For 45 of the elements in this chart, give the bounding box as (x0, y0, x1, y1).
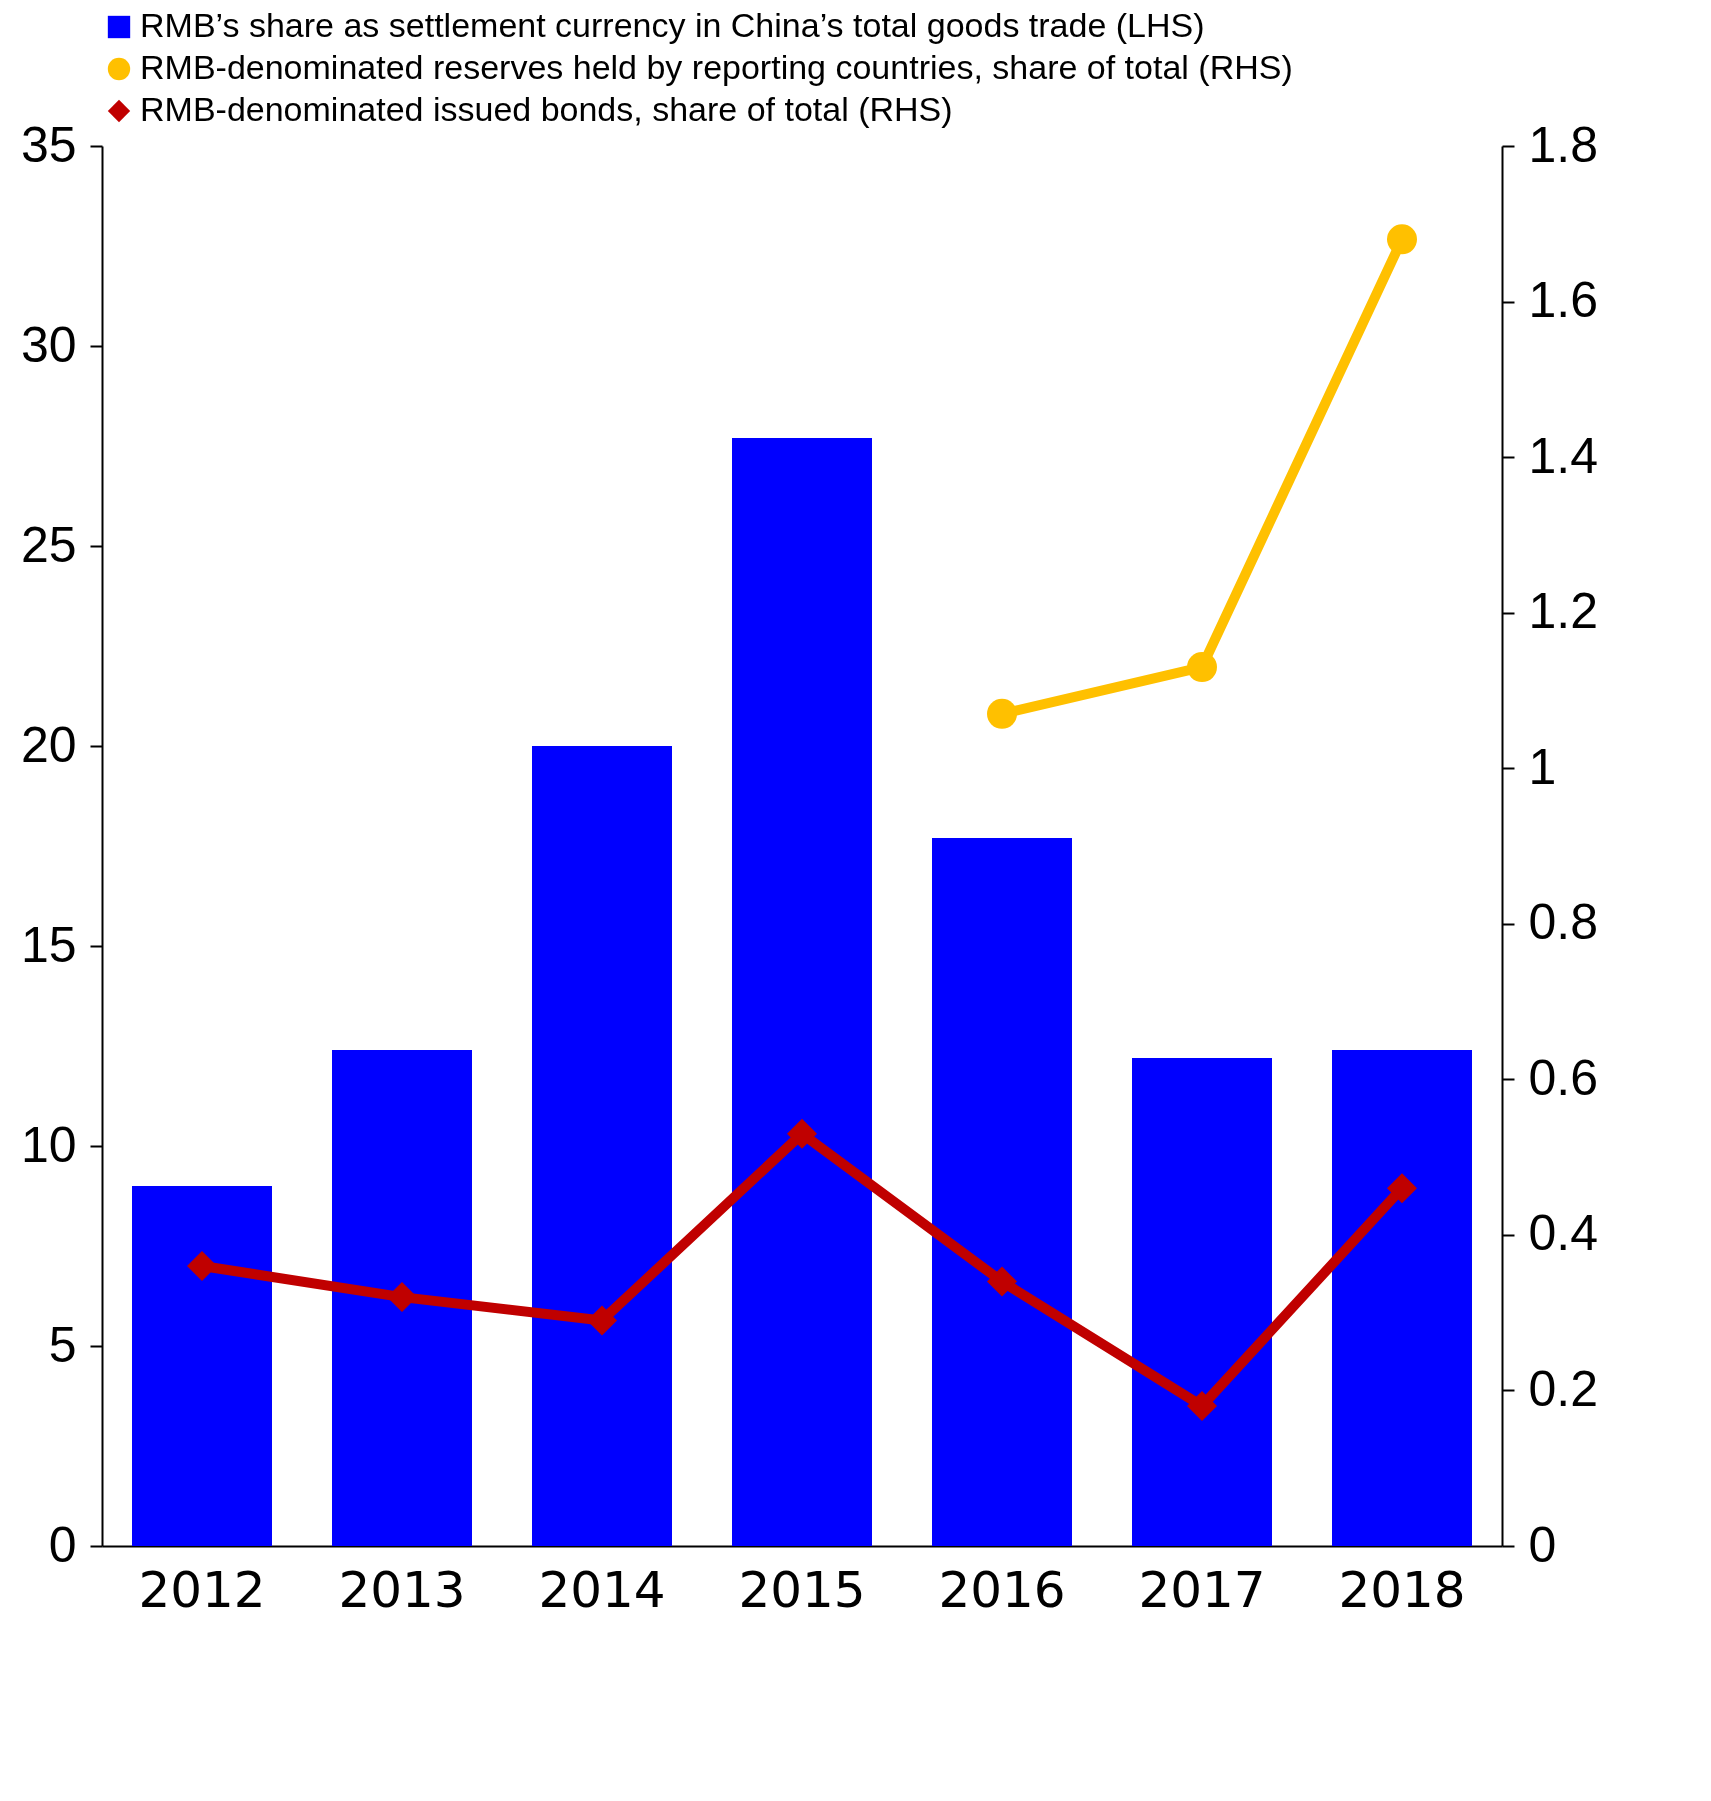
y2-tick-label: 1.2 (1528, 583, 1599, 640)
point (587, 1305, 617, 1336)
y-tick-label: 20 (20, 716, 77, 773)
y-tick-label: 25 (20, 516, 77, 573)
y2-tick-label: 1.8 (1528, 116, 1599, 173)
legend-label: RMB-denominated issued bonds, share of total (RHS) (140, 90, 953, 128)
point (187, 1251, 217, 1281)
x-tick-label: 2015 (738, 1560, 866, 1619)
y-tick-label: 10 (20, 1116, 77, 1173)
y-tick-label: 0 (48, 1516, 77, 1573)
bar (1132, 1058, 1272, 1546)
bar (532, 746, 672, 1546)
y2-tick-label: 1.6 (1528, 272, 1599, 329)
point (1187, 1391, 1217, 1421)
x-tick-label: 2018 (1338, 1560, 1466, 1619)
x-tick-label: 2016 (938, 1560, 1066, 1619)
x-tick-label: 2014 (538, 1560, 666, 1619)
y-tick-label: 30 (20, 316, 77, 373)
y2-tick-label: 0.2 (1528, 1360, 1599, 1417)
x-tick-label: 2012 (138, 1560, 266, 1619)
point (787, 1118, 817, 1149)
y2-tick-label: 1.4 (1528, 427, 1599, 484)
y-tick-label: 35 (20, 116, 77, 173)
bar (932, 838, 1072, 1546)
point (1187, 652, 1217, 683)
y2-tick-label: 0 (1528, 1516, 1557, 1573)
y2-tick-label: 1 (1528, 738, 1557, 795)
bar (732, 438, 872, 1546)
y-tick-label: 5 (48, 1316, 77, 1373)
bar (132, 1186, 272, 1546)
x-tick-label: 2013 (338, 1560, 466, 1619)
point (387, 1282, 417, 1313)
y2-tick-label: 0.6 (1528, 1049, 1599, 1106)
legend-label: RMB’s share as settlement currency in China’s total goods trade (LHS) (140, 6, 1205, 44)
point (1387, 224, 1417, 255)
y2-tick-label: 0.4 (1528, 1205, 1599, 1262)
point (1387, 1173, 1417, 1204)
point (987, 698, 1017, 729)
y-tick-label: 15 (20, 916, 77, 973)
point (987, 1266, 1017, 1297)
legend-label: RMB-denominated reserves held by reporting countries, share of total (RHS) (140, 48, 1293, 86)
bar (1332, 1050, 1472, 1546)
x-tick-label: 2017 (1138, 1560, 1266, 1619)
y2-tick-label: 0.8 (1528, 894, 1599, 951)
bar (332, 1050, 472, 1546)
